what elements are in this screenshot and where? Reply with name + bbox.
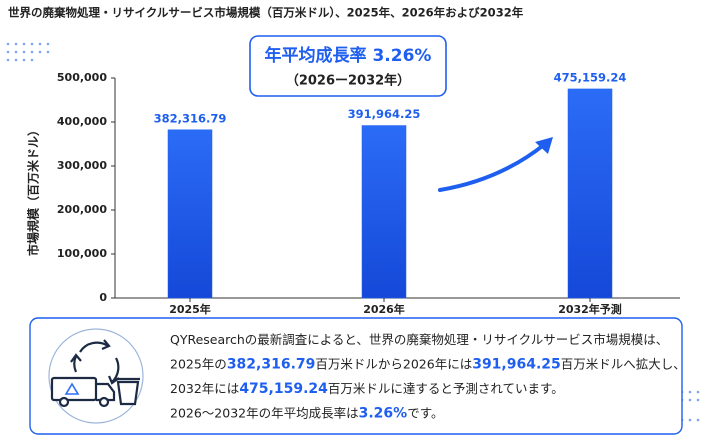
chart-title: 世界の廃棄物処理・リサイクルサービス市場規模（百万米ドル）、2025年、2026… — [8, 6, 524, 20]
cagr-box — [249, 35, 447, 97]
y-tick-label: 200,000 — [57, 203, 107, 216]
bar — [361, 125, 407, 299]
value-label: 382,316.79 — [154, 111, 227, 125]
value-label: 391,964.25 — [348, 107, 421, 121]
summary-line: 2025年の382,316.79百万米ドルから2026年には391,964.25… — [170, 356, 686, 373]
summary-text: 2026～2032年の年平均成長率は — [170, 405, 359, 420]
summary-line: 2026～2032年の年平均成長率は3.26%です。 — [170, 405, 443, 422]
cagr-period: （2026ー2032年） — [286, 73, 410, 89]
summary-highlight: 3.26% — [359, 406, 408, 422]
x-tick-label: 2032年予測 — [558, 302, 622, 316]
bar — [567, 88, 613, 299]
growth-arrowhead — [535, 137, 553, 154]
summary-text: 2025年の — [170, 356, 227, 371]
summary-text: 百万米ドルへ拡大し、 — [561, 356, 686, 371]
y-tick-label: 0 — [99, 291, 107, 304]
summary-highlight: 391,964.25 — [472, 357, 561, 373]
x-tick-label: 2025年 — [169, 302, 211, 316]
summary-text: 百万米ドルから2026年には — [315, 356, 472, 371]
y-tick-label: 300,000 — [57, 159, 107, 172]
value-label: 475,159.24 — [554, 70, 627, 84]
y-tick-label: 500,000 — [57, 71, 107, 84]
growth-arrow — [438, 142, 547, 192]
summary-box — [29, 317, 683, 435]
summary-highlight: 475,159.24 — [239, 381, 328, 397]
y-tick-label: 400,000 — [57, 115, 107, 128]
y-tick-label: 100,000 — [57, 247, 107, 260]
summary-line: QYResearchの最新調査によると、世界の廃棄物処理・リサイクルサービス市場… — [170, 332, 668, 347]
cagr-title: 年平均成長率 3.26% — [265, 45, 432, 66]
recycle-icon — [48, 328, 144, 424]
summary-text: QYResearchの最新調査によると、世界の廃棄物処理・リサイクルサービス市場… — [170, 332, 668, 347]
summary-text: です。 — [407, 405, 443, 420]
summary-highlight: 382,316.79 — [227, 357, 316, 373]
summary-text: 百万米ドルに達すると予測されています。 — [328, 381, 564, 396]
y-axis-title: 市場規模（百万米ドル） — [26, 124, 41, 256]
bar — [167, 129, 213, 299]
summary-line: 2032年には475,159.24百万米ドルに達すると予測されています。 — [170, 381, 564, 398]
x-tick-label: 2026年 — [363, 302, 405, 316]
summary-text: 2032年には — [170, 381, 239, 396]
